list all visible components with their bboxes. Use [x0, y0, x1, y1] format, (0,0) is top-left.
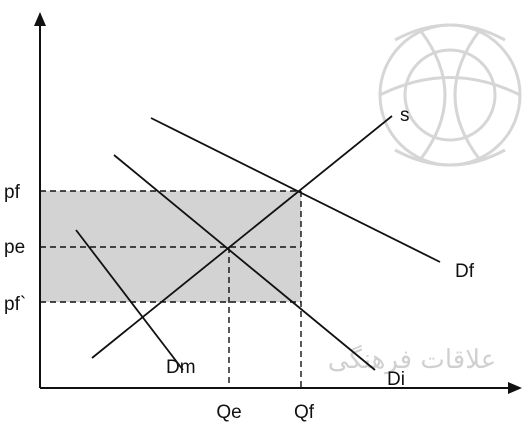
pf-label: pf — [4, 182, 21, 203]
import-demand-label: Di — [387, 369, 405, 390]
import-demand-curve — [113, 154, 376, 371]
supply-label: s — [400, 105, 410, 126]
foreign-demand-label: Df — [455, 261, 475, 282]
qe-label: Qe — [216, 402, 241, 423]
domestic-demand-curve — [75, 229, 184, 371]
x-axis-arrow-icon — [508, 382, 522, 394]
qf-label: Qf — [294, 402, 315, 423]
domestic-demand-label: Dm — [166, 357, 196, 378]
watermark-text: علاقات فرهنگی — [328, 344, 496, 375]
watermark-logo — [378, 23, 522, 167]
y-axis-arrow-icon — [34, 12, 46, 26]
pe-label: pe — [4, 237, 25, 258]
foreign-demand-curve — [150, 117, 441, 263]
pf-prime-label: pf` — [4, 294, 26, 315]
